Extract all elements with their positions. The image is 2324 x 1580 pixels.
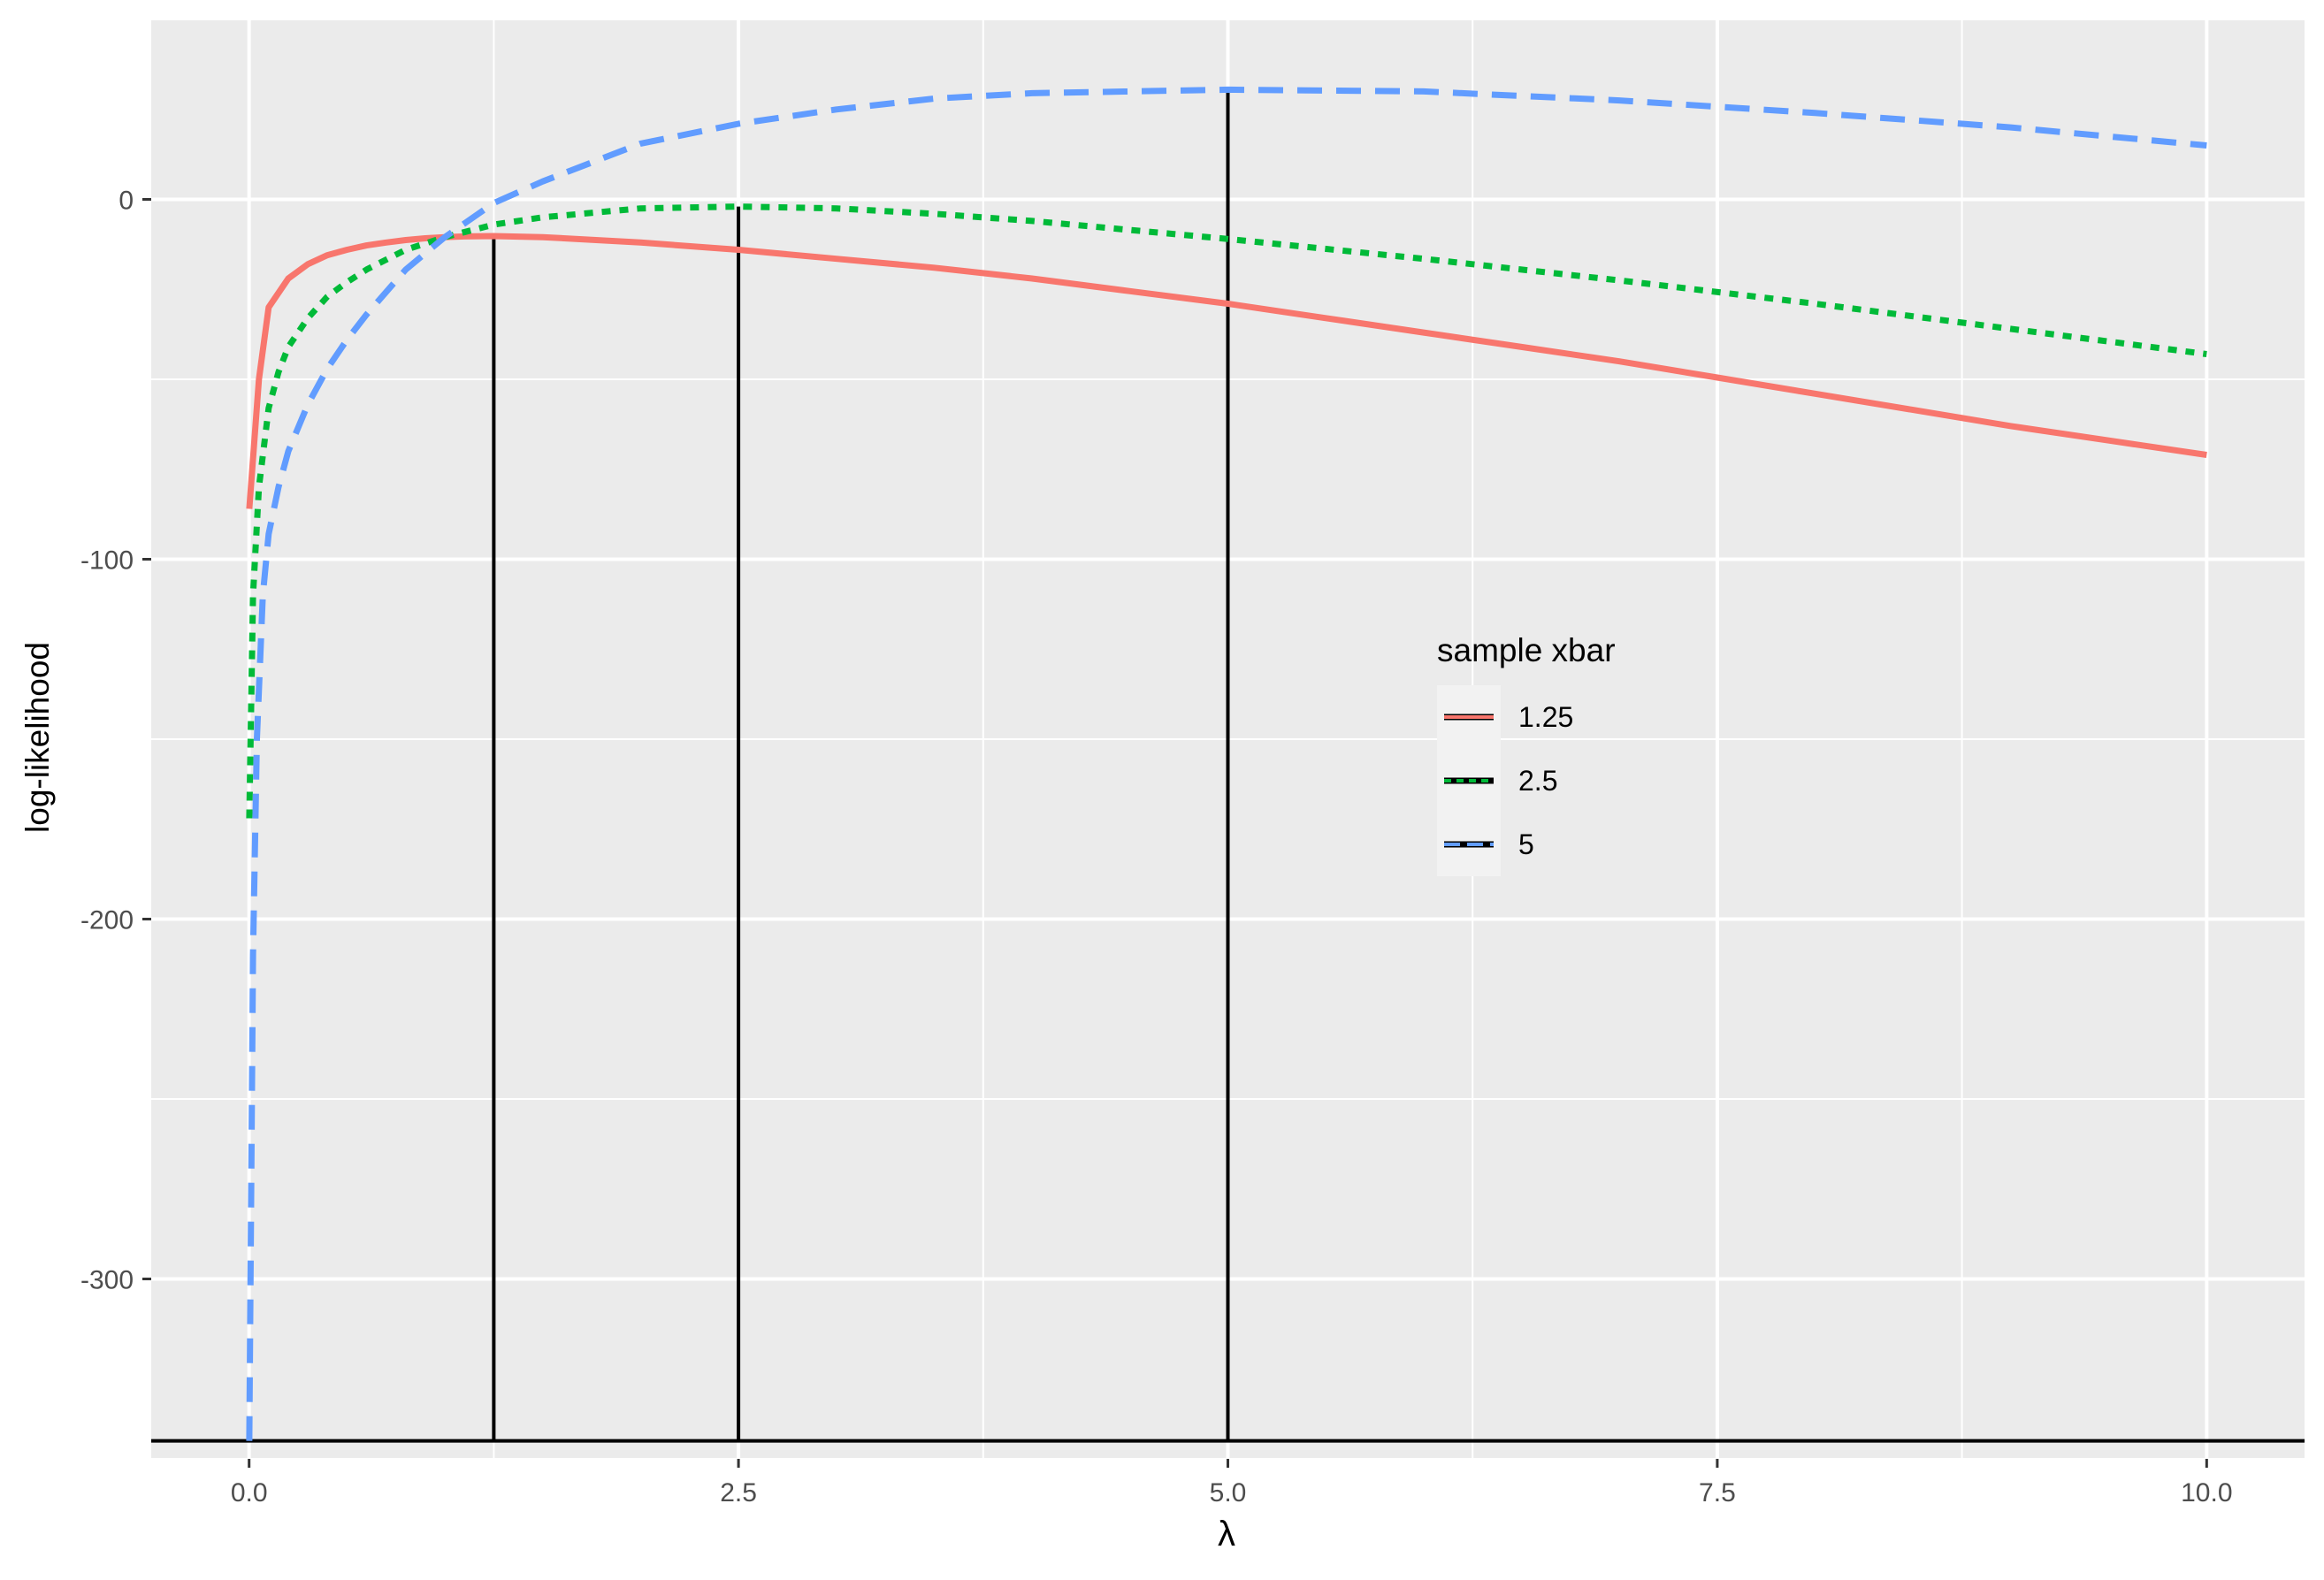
x-axis-label: λ <box>1218 1515 1235 1553</box>
y-tick-label: -200 <box>80 906 134 935</box>
x-tick-label: 5.0 <box>1210 1478 1247 1507</box>
legend-label: 1.25 <box>1518 701 1573 733</box>
reference-lines <box>151 91 2305 1443</box>
series-line-0 <box>246 233 2207 509</box>
x-tick-label: 7.5 <box>1699 1478 1736 1507</box>
y-axis-label: log-likelihood <box>19 642 56 833</box>
y-tick-label: -100 <box>80 546 134 576</box>
x-tick-label: 0.0 <box>231 1478 268 1507</box>
y-tick-label: 0 <box>118 187 134 216</box>
legend-label: 5 <box>1518 828 1534 860</box>
x-tick-label: 10.0 <box>2181 1478 2232 1507</box>
x-axis: 0.0 2.5 5.0 7.5 10.0 <box>231 1459 2233 1507</box>
y-tick-label: -300 <box>80 1266 134 1295</box>
legend-title: sample xbar <box>1437 632 1616 668</box>
y-axis: -300 -200 -100 0 <box>80 187 151 1295</box>
legend-items: 1.25 2.5 5 <box>1437 685 1573 876</box>
series-line-1 <box>246 203 2207 819</box>
series-lines <box>246 86 2207 1441</box>
series-line-2 <box>246 86 2207 1441</box>
legend-label: 2.5 <box>1518 765 1557 797</box>
x-tick-label: 2.5 <box>720 1478 757 1507</box>
legend: sample xbar 1.25 2.5 5 <box>1437 632 1616 876</box>
